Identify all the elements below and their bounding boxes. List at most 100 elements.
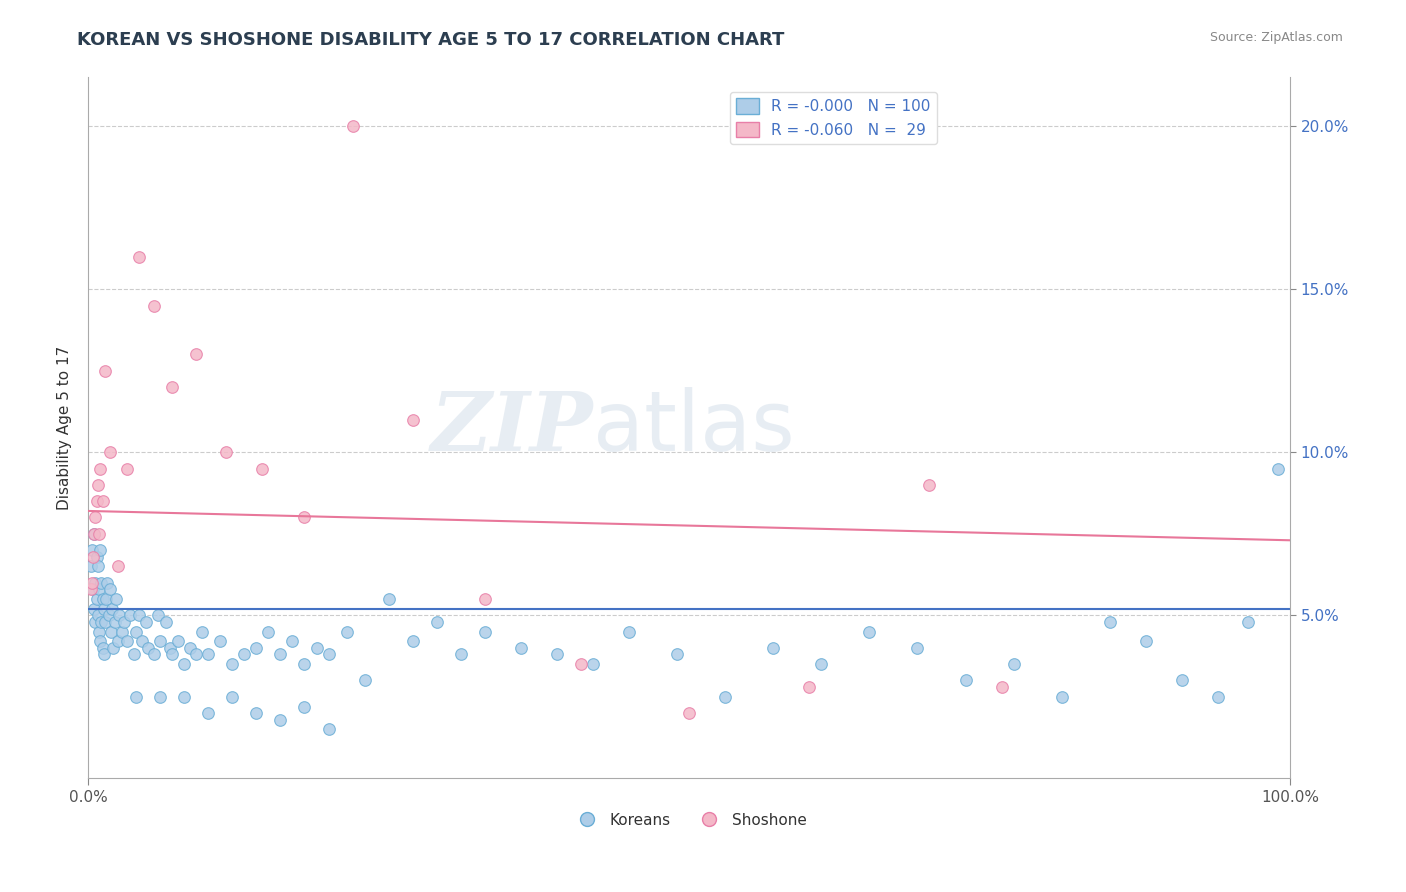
Point [90, 615, 112, 629]
Point [87, 608, 110, 623]
Point [83, 526, 105, 541]
Point [98, 445, 121, 459]
Point [245, 640, 267, 655]
Point [98, 582, 121, 597]
Point [155, 615, 177, 629]
Point [233, 648, 256, 662]
Point [269, 648, 291, 662]
Point [149, 634, 172, 648]
Point [96, 591, 118, 606]
Point [191, 624, 214, 639]
Point [125, 690, 148, 704]
Point [107, 559, 129, 574]
Point [87, 559, 110, 574]
Point [186, 648, 208, 662]
Point [353, 673, 375, 688]
Text: KOREAN VS SHOSHONE DISABILITY AGE 5 TO 17 CORRELATION CHART: KOREAN VS SHOSHONE DISABILITY AGE 5 TO 1… [77, 31, 785, 49]
Point [115, 634, 138, 648]
Point [269, 713, 291, 727]
Point [1002, 657, 1025, 672]
Point [83, 526, 105, 541]
Text: ZIP: ZIP [430, 388, 593, 467]
Point [94, 615, 117, 629]
Point [112, 615, 135, 629]
Point [89, 543, 111, 558]
Point [162, 380, 184, 394]
Point [86, 591, 108, 606]
Point [111, 624, 134, 639]
Point [87, 478, 110, 492]
Point [79, 582, 101, 597]
Point [87, 582, 110, 597]
Point [990, 680, 1012, 694]
Point [108, 608, 131, 623]
Point [474, 624, 496, 639]
Point [1135, 634, 1157, 648]
Point [666, 648, 689, 662]
Point [197, 648, 219, 662]
Point [281, 634, 304, 648]
Point [1237, 615, 1260, 629]
Point [907, 640, 929, 655]
Point [82, 549, 104, 564]
Point [91, 591, 114, 606]
Text: Source: ZipAtlas.com: Source: ZipAtlas.com [1209, 31, 1343, 45]
Point [84, 510, 107, 524]
Point [120, 608, 142, 623]
Legend: Koreans, Shoshone: Koreans, Shoshone [565, 806, 813, 834]
Point [143, 299, 166, 313]
Point [377, 591, 399, 606]
Point [136, 640, 159, 655]
Point [546, 648, 568, 662]
Point [810, 657, 832, 672]
Point [1267, 461, 1289, 475]
Point [167, 634, 190, 648]
Point [294, 699, 316, 714]
Point [128, 608, 150, 623]
Point [100, 624, 122, 639]
Point [115, 461, 138, 475]
Point [569, 657, 592, 672]
Point [1171, 673, 1194, 688]
Point [103, 640, 125, 655]
Point [146, 608, 169, 623]
Point [245, 706, 267, 720]
Point [104, 591, 127, 606]
Point [96, 575, 118, 590]
Point [209, 634, 232, 648]
Point [122, 648, 145, 662]
Point [80, 575, 103, 590]
Point [335, 624, 357, 639]
Point [678, 706, 700, 720]
Point [799, 680, 821, 694]
Point [86, 549, 108, 564]
Point [426, 615, 449, 629]
Point [173, 657, 195, 672]
Point [318, 723, 340, 737]
Point [79, 559, 101, 574]
Point [918, 478, 941, 492]
Point [91, 494, 114, 508]
Y-axis label: Disability Age 5 to 17: Disability Age 5 to 17 [58, 346, 72, 510]
Point [84, 575, 107, 590]
Point [318, 648, 340, 662]
Point [450, 648, 472, 662]
Point [215, 445, 238, 459]
Point [159, 640, 181, 655]
Point [186, 347, 208, 361]
Point [221, 657, 243, 672]
Point [173, 690, 195, 704]
Point [294, 510, 316, 524]
Point [87, 526, 110, 541]
Point [143, 648, 166, 662]
Point [107, 634, 129, 648]
Point [474, 591, 496, 606]
Point [131, 634, 153, 648]
Text: atlas: atlas [593, 387, 794, 468]
Point [1050, 690, 1073, 704]
Point [401, 412, 423, 426]
Point [94, 364, 117, 378]
Point [1206, 690, 1229, 704]
Point [93, 648, 115, 662]
Point [252, 461, 274, 475]
